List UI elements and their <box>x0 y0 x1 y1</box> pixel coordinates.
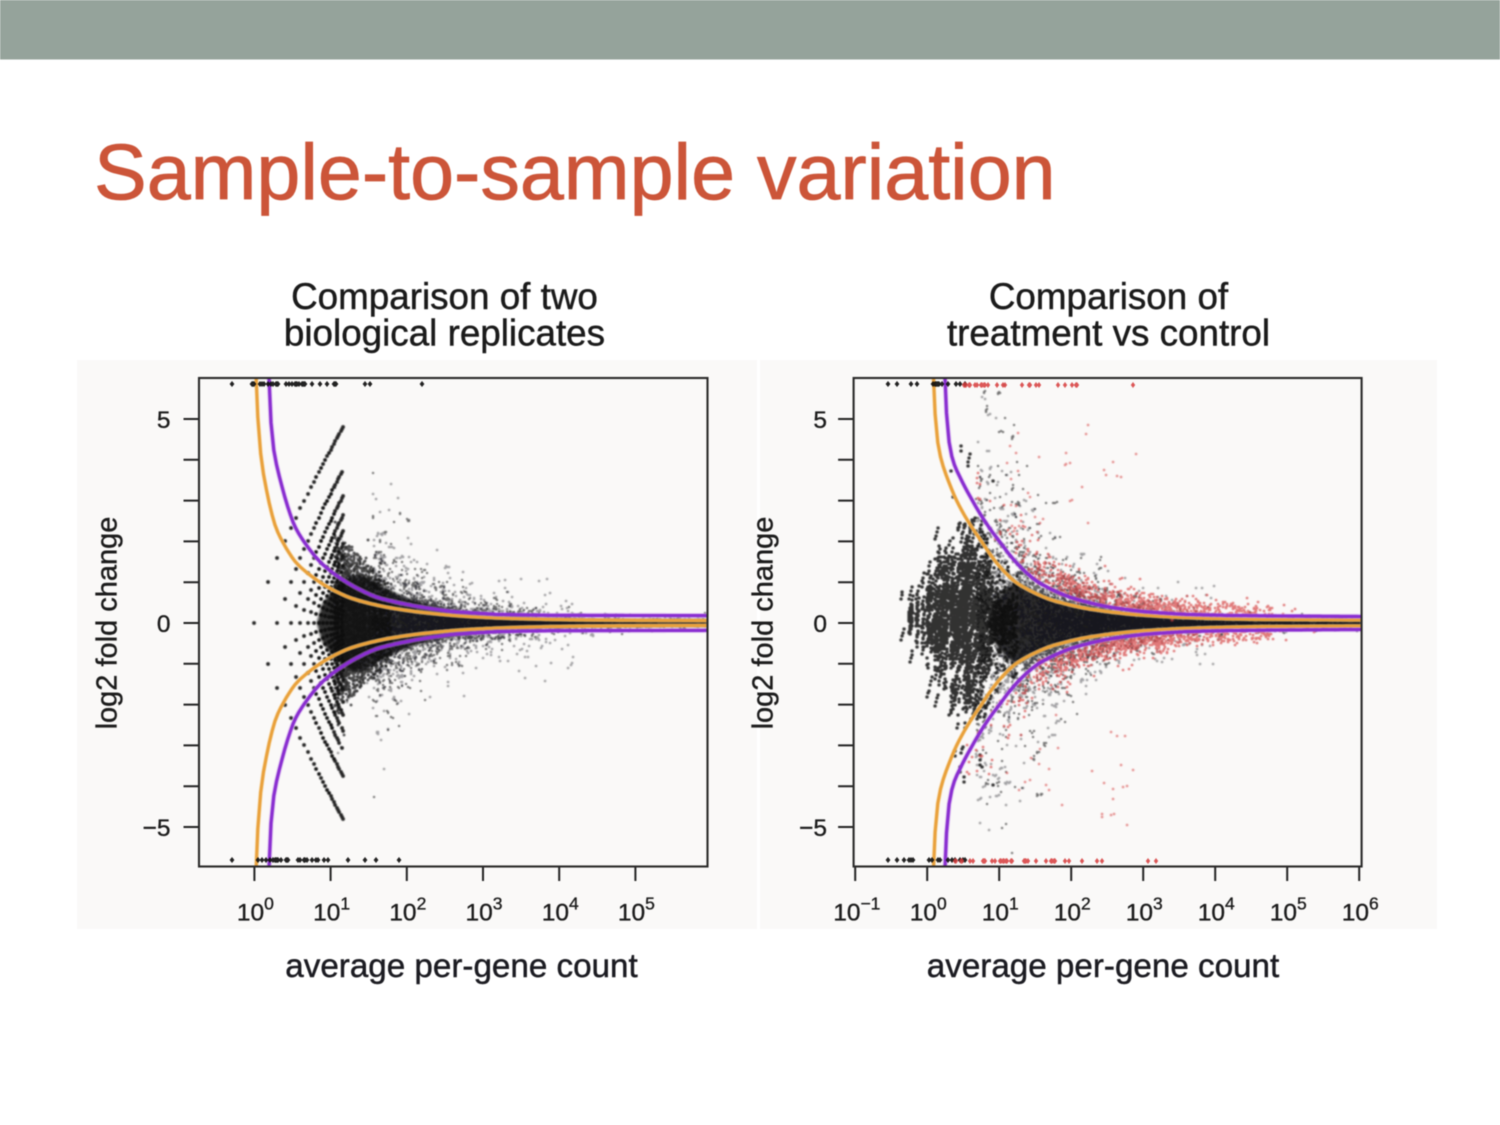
svg-text:5: 5 <box>813 407 827 434</box>
svg-text:104: 104 <box>542 894 579 927</box>
svg-text:10−1: 10−1 <box>833 894 880 927</box>
svg-text:treatment vs control: treatment vs control <box>947 313 1270 354</box>
svg-text:average per-gene count: average per-gene count <box>285 948 637 985</box>
svg-text:0: 0 <box>813 611 827 638</box>
svg-text:Sample-to-sample variation: Sample-to-sample variation <box>94 127 1056 216</box>
svg-text:Comparison of two: Comparison of two <box>291 276 598 317</box>
svg-text:−5: −5 <box>799 815 827 842</box>
svg-text:log2 fold change: log2 fold change <box>748 517 780 730</box>
svg-text:average per-gene count: average per-gene count <box>927 948 1279 985</box>
svg-text:biological replicates: biological replicates <box>284 313 605 354</box>
svg-text:5: 5 <box>157 407 171 434</box>
svg-text:Comparison of: Comparison of <box>989 276 1229 317</box>
svg-text:log2 fold change: log2 fold change <box>92 517 124 730</box>
svg-text:104: 104 <box>1198 894 1235 927</box>
svg-text:102: 102 <box>389 894 426 927</box>
svg-text:−5: −5 <box>143 815 171 842</box>
svg-text:0: 0 <box>157 611 171 638</box>
svg-text:101: 101 <box>313 894 350 927</box>
